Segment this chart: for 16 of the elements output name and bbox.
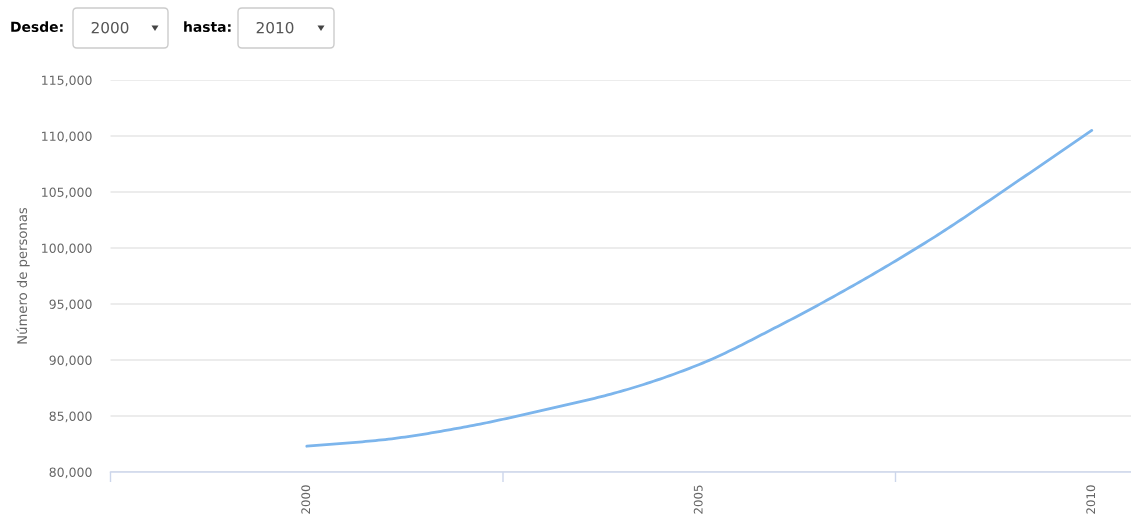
x-tick-label: 2000 (301, 485, 311, 514)
y-tick-label: 115,000 (42, 75, 92, 87)
y-tick-label: 85,000 (49, 411, 92, 423)
y-tick-label: 110,000 (42, 131, 92, 143)
y-axis-title: Número de personas (16, 207, 30, 344)
x-tick-label: 2010 (1086, 485, 1096, 514)
text: Desde: (11, 21, 63, 33)
x-tick-label: 2005 (693, 485, 703, 514)
y-tick-label: 90,000 (49, 355, 92, 367)
text: 2000 (91, 21, 129, 34)
text: hasta: (184, 21, 231, 33)
y-tick-label: 95,000 (49, 299, 92, 311)
y-tick-label: 100,000 (42, 243, 92, 255)
y-tick-label: 105,000 (42, 187, 92, 199)
text: 2010 (256, 21, 294, 34)
y-tick-label: 80,000 (49, 467, 92, 479)
